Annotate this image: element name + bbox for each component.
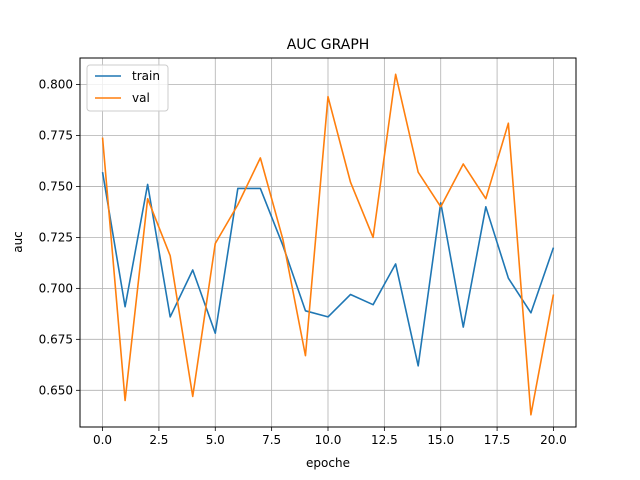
data-point-train [101, 171, 103, 173]
y-tick-label: 0.650 [39, 383, 73, 397]
data-point-train [349, 293, 351, 295]
data-point-val [530, 414, 532, 416]
data-point-train [259, 187, 261, 189]
grid [80, 58, 576, 427]
y-tick-label: 0.750 [39, 179, 73, 193]
x-axis-ticks: 0.0 2.5 5.0 7.5 10.0 12.5 15.0 17.5 20.0 [93, 427, 567, 447]
data-point-val [485, 197, 487, 199]
x-tick-label: 17.5 [484, 433, 511, 447]
data-point-train [237, 187, 239, 189]
y-tick-label: 0.700 [39, 281, 73, 295]
data-point-train [552, 246, 554, 248]
legend-label-train: train [132, 69, 160, 83]
data-point-train [192, 269, 194, 271]
data-point-train [124, 306, 126, 308]
data-point-train [530, 312, 532, 314]
data-point-val [169, 255, 171, 257]
data-point-val [214, 242, 216, 244]
data-point-train [146, 183, 148, 185]
x-tick-label: 5.0 [206, 433, 225, 447]
data-point-val [259, 157, 261, 159]
data-point-train [327, 316, 329, 318]
legend: train val [86, 64, 169, 112]
x-axis-label: epoche [306, 456, 350, 470]
data-point-val [101, 136, 103, 138]
data-point-val [237, 204, 239, 206]
y-tick-label: 0.675 [39, 332, 73, 346]
data-point-val [192, 395, 194, 397]
data-point-val [394, 73, 396, 75]
x-tick-label: 20.0 [540, 433, 567, 447]
data-point-val [124, 399, 126, 401]
x-tick-label: 10.0 [315, 433, 342, 447]
data-point-train [372, 303, 374, 305]
data-point-val [440, 206, 442, 208]
data-point-train [417, 365, 419, 367]
y-tick-label: 0.725 [39, 230, 73, 244]
data-point-val [304, 354, 306, 356]
data-point-val [372, 236, 374, 238]
series-lines [101, 73, 555, 416]
x-tick-label: 2.5 [149, 433, 168, 447]
chart-title: AUC GRAPH [287, 37, 370, 53]
y-axis-ticks: 0.650 0.675 0.700 0.725 0.750 0.775 0.800 [39, 78, 80, 397]
data-point-val [282, 238, 284, 240]
data-point-val [417, 171, 419, 173]
data-point-val [327, 96, 329, 98]
x-tick-label: 15.0 [427, 433, 454, 447]
data-point-val [146, 197, 148, 199]
x-tick-label: 0.0 [93, 433, 112, 447]
data-point-val [552, 293, 554, 295]
x-tick-label: 12.5 [371, 433, 398, 447]
y-tick-label: 0.800 [39, 78, 73, 92]
data-point-train [394, 263, 396, 265]
x-tick-label: 7.5 [262, 433, 281, 447]
y-tick-label: 0.775 [39, 128, 73, 142]
legend-label-val: val [132, 91, 150, 105]
y-axis-label: auc [11, 231, 25, 253]
data-point-train [214, 332, 216, 334]
data-point-train [485, 206, 487, 208]
data-point-train [462, 326, 464, 328]
data-point-val [507, 122, 509, 124]
data-point-train [304, 310, 306, 312]
data-point-val [462, 163, 464, 165]
data-point-train [507, 277, 509, 279]
data-point-val [349, 181, 351, 183]
data-point-train [169, 316, 171, 318]
series-line-val [101, 73, 555, 416]
